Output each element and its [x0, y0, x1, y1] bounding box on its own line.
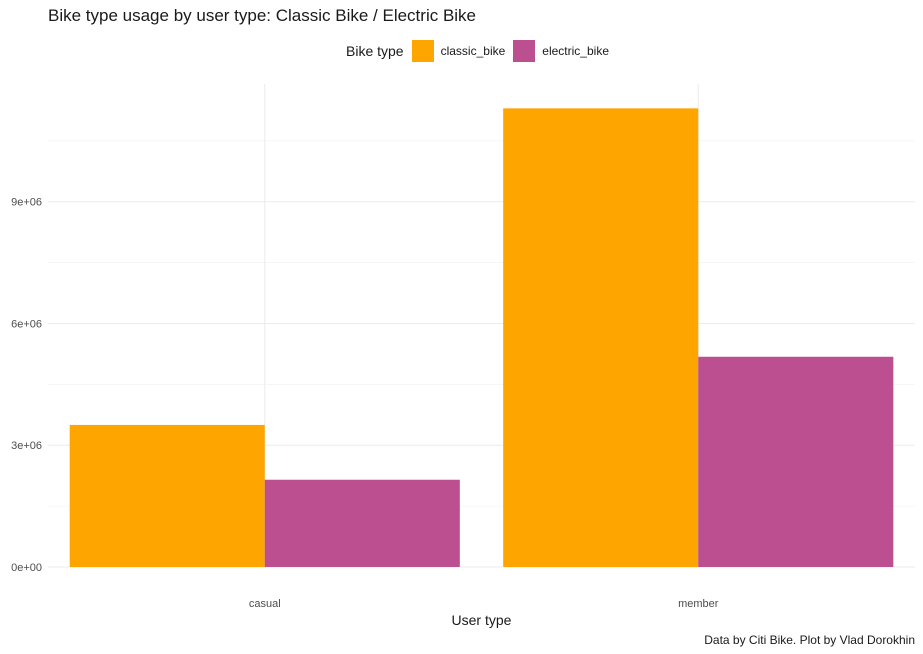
legend-key-classic-bike — [411, 40, 434, 62]
legend-label-classic-bike: classic_bike — [440, 44, 506, 58]
bar-electric-bike-member — [698, 356, 894, 567]
legend-key-electric-bike — [513, 40, 536, 62]
x-axis-title: User type — [452, 612, 512, 628]
bar-classic-bike-member — [503, 108, 699, 568]
legend-title: Bike type — [346, 43, 404, 59]
bar-classic-bike-casual — [69, 424, 265, 567]
y-tick-label: 9e+06 — [11, 197, 42, 209]
legend: Bike type classic_bike electric_bike — [346, 40, 617, 62]
x-tick-label-casual: casual — [249, 598, 281, 610]
bar-electric-bike-casual — [264, 479, 460, 567]
caption: Data by Citi Bike. Plot by Vlad Dorokhin — [704, 633, 915, 647]
chart-title: Bike type usage by user type: Classic Bi… — [48, 6, 477, 25]
y-tick-label: 6e+06 — [11, 318, 42, 330]
y-tick-label: 0e+00 — [11, 562, 42, 574]
x-tick-label-member: member — [678, 598, 719, 610]
y-tick-label: 3e+06 — [11, 440, 42, 452]
legend-item-electric-bike: electric_bike — [513, 40, 609, 62]
legend-item-classic-bike: classic_bike — [411, 40, 506, 62]
legend-label-electric-bike: electric_bike — [542, 44, 609, 58]
